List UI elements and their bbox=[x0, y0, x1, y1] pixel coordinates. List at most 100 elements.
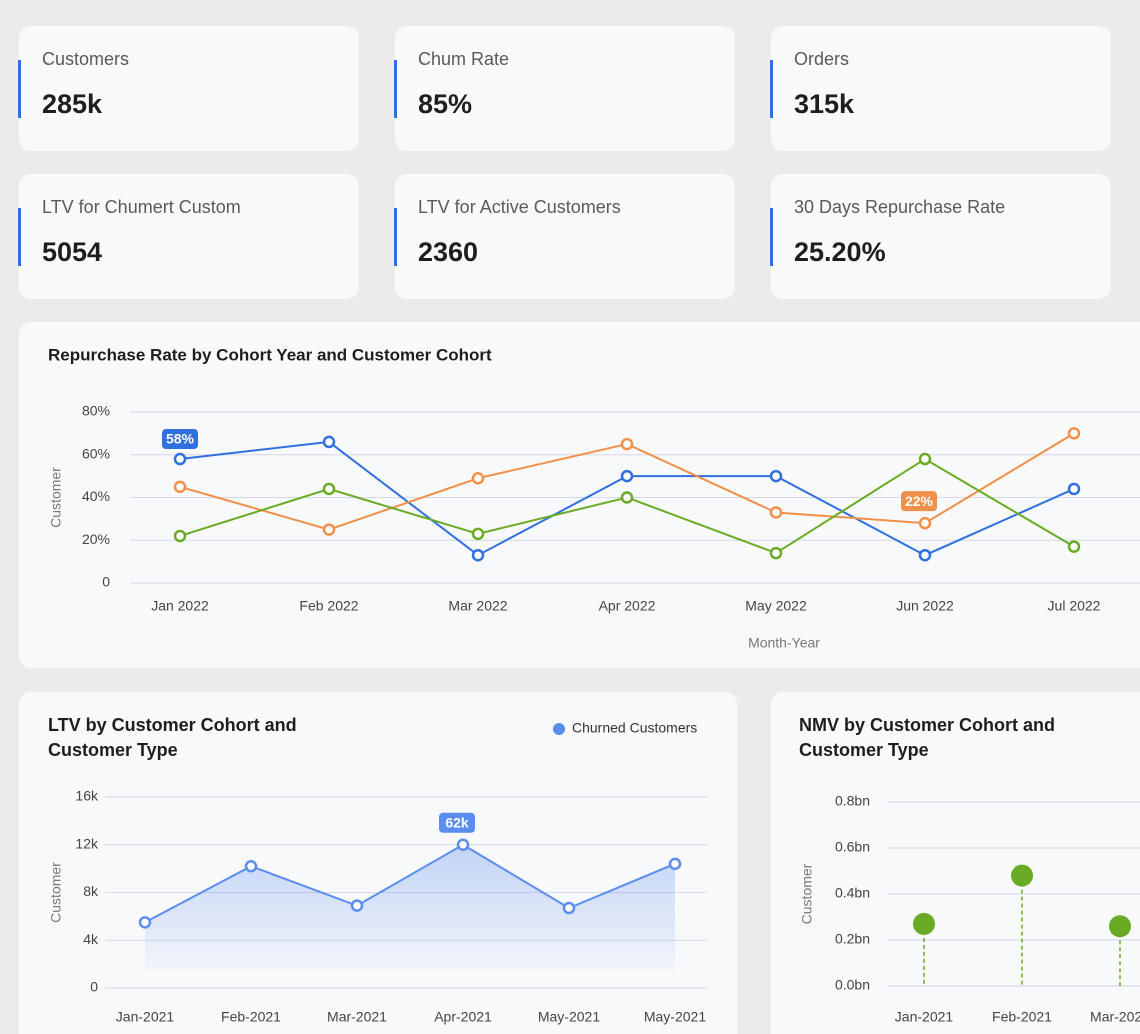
y-tick-label: 80% bbox=[82, 403, 110, 419]
y-tick-label: 0.6bn bbox=[835, 839, 870, 855]
kpi-card bbox=[19, 174, 359, 299]
y-axis-title: Customer bbox=[48, 467, 64, 528]
y-tick-label: 16k bbox=[75, 788, 99, 804]
area bbox=[145, 844, 675, 970]
x-tick-label: Jan 2022 bbox=[151, 598, 209, 614]
kpi-card bbox=[395, 26, 735, 151]
point bbox=[918, 548, 932, 562]
x-tick-label: Feb 2022 bbox=[299, 598, 358, 614]
kpi-card bbox=[395, 174, 735, 299]
kpi-card bbox=[771, 174, 1111, 299]
kpi-accent bbox=[394, 60, 397, 118]
data-label: 58% bbox=[166, 431, 195, 447]
annotation-bg bbox=[439, 812, 475, 833]
kpi-value: 315k bbox=[794, 89, 855, 119]
point bbox=[244, 859, 258, 873]
kpi-accent bbox=[770, 208, 773, 266]
y-tick-label: 0 bbox=[90, 979, 98, 995]
x-tick-label: Apr 2022 bbox=[599, 598, 656, 614]
x-tick-label: Feb-2021 bbox=[992, 1009, 1052, 1025]
y-tick-label: 4k bbox=[83, 931, 99, 947]
dot bbox=[1011, 864, 1033, 887]
kpi-label: 30 Days Repurchase Rate bbox=[794, 197, 1005, 217]
kpi-label: LTV for Chumert Custom bbox=[42, 197, 241, 217]
kpi-value: 285k bbox=[42, 89, 103, 119]
point bbox=[322, 435, 336, 449]
point bbox=[322, 523, 336, 536]
point bbox=[668, 857, 682, 871]
point bbox=[769, 506, 783, 519]
kpi-value: 5054 bbox=[42, 237, 102, 267]
point bbox=[173, 480, 187, 494]
x-tick-label: Jan-2021 bbox=[895, 1009, 954, 1025]
kpi-label: Chum Rate bbox=[418, 49, 509, 69]
point bbox=[620, 437, 634, 451]
point bbox=[1067, 482, 1081, 496]
y-tick-label: 0.8bn bbox=[835, 793, 870, 809]
kpi-accent bbox=[770, 60, 773, 118]
chart-title: Repurchase Rate by Cohort Year and Custo… bbox=[48, 345, 492, 364]
x-tick-label: Apr-2021 bbox=[434, 1009, 492, 1025]
x-tick-label: May 2022 bbox=[745, 598, 807, 614]
annotation-group: 22% bbox=[901, 491, 937, 512]
point bbox=[173, 452, 187, 466]
y-tick-label: 8k bbox=[83, 883, 99, 899]
x-tick-label: Jan-2021 bbox=[116, 1009, 175, 1025]
point bbox=[1067, 540, 1081, 553]
y-axis-title: Customer bbox=[799, 863, 815, 924]
kpi-value: 2360 bbox=[418, 237, 478, 267]
legend-swatch bbox=[553, 723, 565, 735]
line bbox=[144, 843, 676, 924]
dot bbox=[913, 912, 935, 935]
kpi-accent bbox=[18, 60, 21, 118]
kpi-card bbox=[19, 26, 359, 151]
annotation-group: 62k bbox=[439, 812, 475, 833]
y-tick-label: 40% bbox=[82, 488, 110, 504]
card bbox=[771, 692, 1140, 1034]
annotation: 62k bbox=[445, 814, 469, 830]
point bbox=[620, 491, 634, 504]
x-tick-label: Mar-2021 bbox=[1090, 1009, 1140, 1025]
point bbox=[918, 516, 932, 530]
x-tick-label: Feb-2021 bbox=[221, 1009, 281, 1025]
dot bbox=[1109, 915, 1131, 938]
point bbox=[769, 546, 783, 560]
y-tick-label: 0.2bn bbox=[835, 931, 870, 947]
y-tick-label: 0.0bn bbox=[835, 977, 870, 993]
annotation: 22% bbox=[905, 493, 934, 509]
y-tick-label: 0 bbox=[102, 574, 110, 590]
kpi-value: 85% bbox=[418, 89, 472, 119]
x-tick-label: Jul 2022 bbox=[1048, 598, 1101, 614]
x-tick-label: May-2021 bbox=[538, 1009, 600, 1025]
point bbox=[562, 901, 576, 915]
legend-label: Churned Customers bbox=[572, 720, 697, 736]
kpi-accent bbox=[394, 208, 397, 266]
point bbox=[138, 916, 152, 929]
kpi-label: Customers bbox=[42, 49, 129, 69]
point bbox=[769, 469, 783, 483]
point bbox=[173, 529, 187, 543]
x-tick-label: Mar-2021 bbox=[327, 1009, 387, 1025]
y-axis-title: Customer bbox=[48, 862, 64, 923]
chart-title: NMV by Customer Cohort and Customer Type bbox=[799, 715, 1056, 760]
kpi-value: 25.20% bbox=[794, 237, 886, 267]
y-tick-label: 0.4bn bbox=[835, 885, 870, 901]
chart-title-box: LTV by Customer Cohort and Customer Type bbox=[48, 715, 297, 760]
kpi-card bbox=[771, 26, 1111, 151]
point bbox=[1067, 427, 1081, 440]
point bbox=[350, 899, 364, 912]
chart-title-box: NMV by Customer Cohort and Customer Type bbox=[799, 715, 1056, 760]
kpi-accent bbox=[18, 208, 21, 266]
annotation-bg bbox=[901, 491, 937, 512]
y-tick-label: 20% bbox=[82, 531, 110, 547]
y-tick-label: 12k bbox=[75, 835, 99, 851]
x-tick-label: Mar 2022 bbox=[448, 598, 507, 614]
chart-title: LTV by Customer Cohort and Customer Type bbox=[48, 715, 297, 760]
point bbox=[471, 527, 485, 541]
x-axis-title: Month-Year bbox=[748, 635, 820, 651]
data-label-group: 58% bbox=[162, 429, 198, 450]
point bbox=[471, 548, 485, 562]
data-label-bg bbox=[162, 429, 198, 450]
kpi-label: Orders bbox=[794, 49, 849, 69]
